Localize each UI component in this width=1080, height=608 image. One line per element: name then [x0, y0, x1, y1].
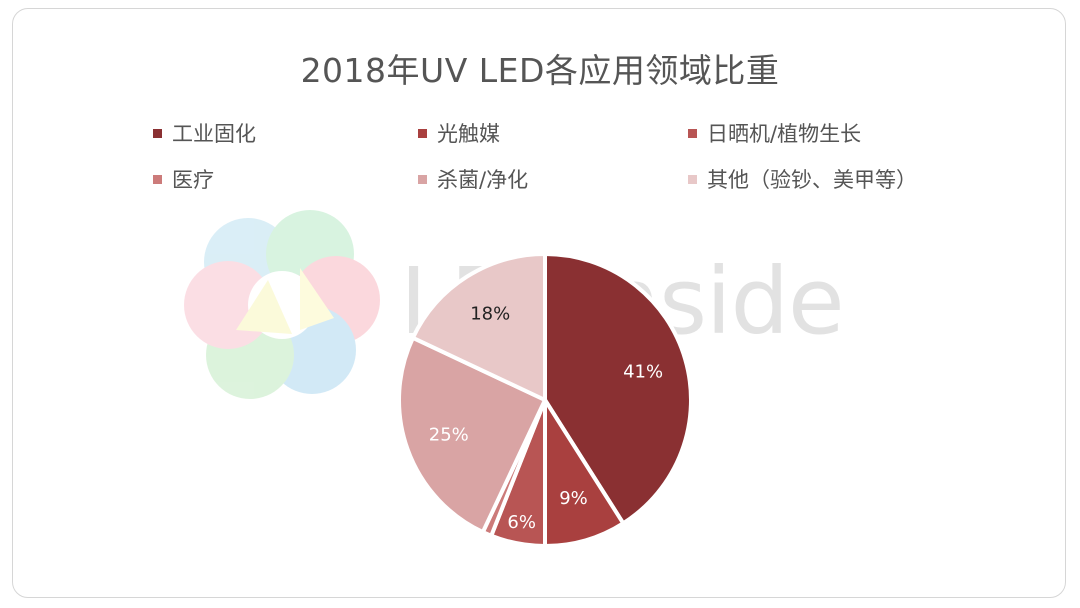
data-label: 9%: [559, 488, 588, 509]
legend-label: 工业固化: [172, 122, 256, 146]
legend-swatch: [418, 174, 427, 184]
legend-label: 杀菌/净化: [437, 168, 529, 192]
legend-swatch: [418, 128, 427, 138]
legend-item: 杀菌/净化: [418, 164, 528, 194]
legend-item: 医疗: [153, 164, 214, 194]
legend-item: 日晒机/植物生长: [688, 118, 861, 148]
legend-label: 医疗: [172, 168, 214, 192]
legend-swatch: [153, 128, 162, 138]
data-label: 41%: [623, 362, 663, 383]
data-label: 25%: [429, 425, 469, 446]
legend-label: 日晒机/植物生长: [707, 122, 862, 146]
data-label: 18%: [470, 304, 510, 325]
legend-item: 其他（验钞、美甲等）: [688, 164, 917, 194]
legend-swatch: [688, 174, 697, 184]
legend-item: 光触媒: [418, 118, 500, 148]
legend-swatch: [153, 174, 162, 184]
chart-title: 2018年UV LED各应用领域比重: [300, 51, 780, 90]
legend-label: 光触媒: [437, 122, 500, 146]
legend-item: 工业固化: [153, 118, 256, 148]
pie-slice: [410, 252, 547, 402]
legend-label: 其他（验钞、美甲等）: [707, 168, 917, 192]
legend-swatch: [688, 128, 697, 138]
pie-slice: [397, 335, 547, 535]
data-label: 6%: [507, 512, 536, 533]
